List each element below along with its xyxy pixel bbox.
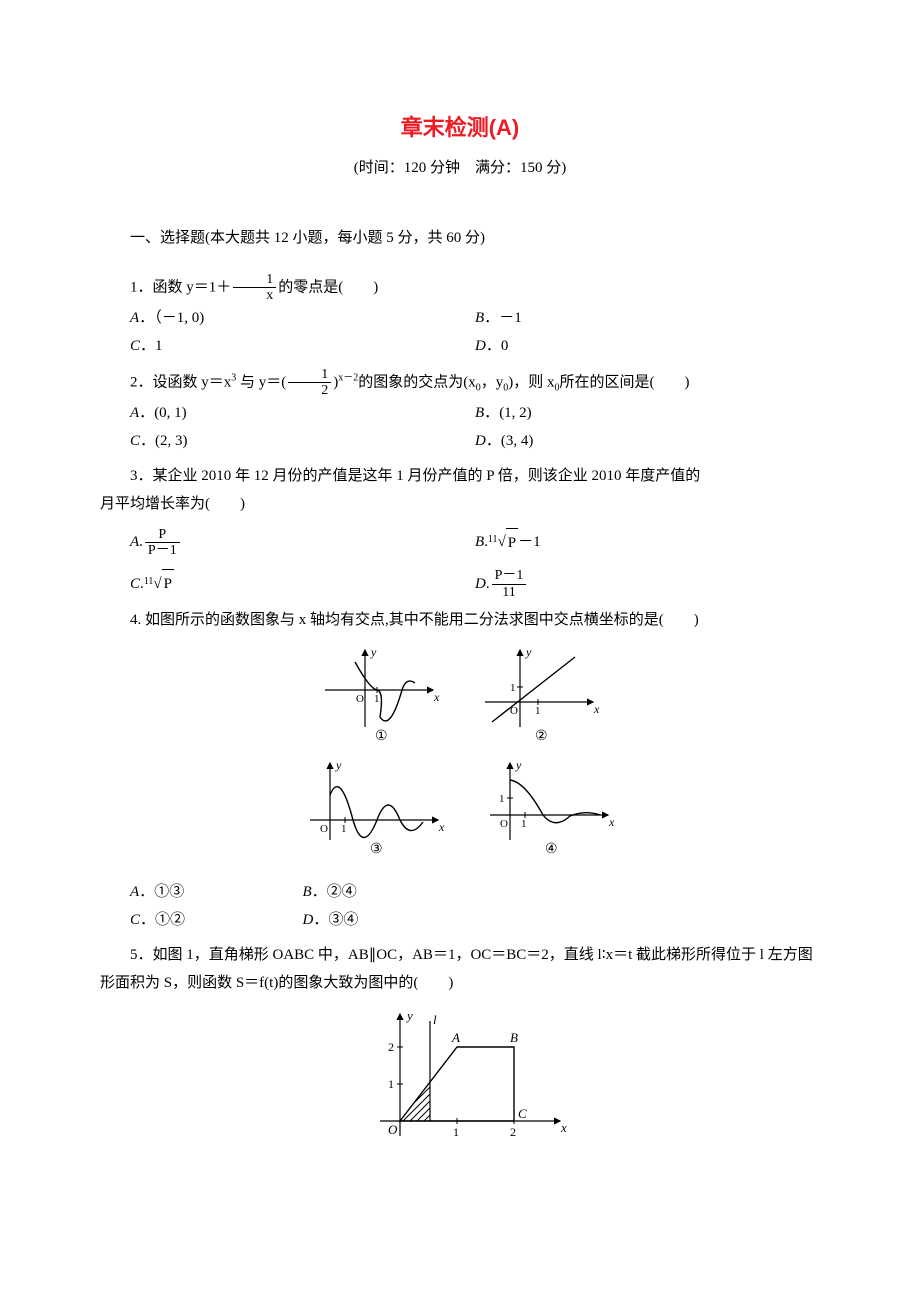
q2-opt-c: (2, 3) bbox=[155, 433, 188, 449]
q1-opt-a: （－1, 0) bbox=[154, 310, 204, 326]
section-heading: 一、选择题(本大题共 12 小题，每小题 5 分，共 60 分) bbox=[100, 225, 820, 252]
plot-3: x y O 1 ③ bbox=[305, 760, 445, 855]
svg-text:y: y bbox=[515, 760, 522, 772]
svg-text:l: l bbox=[433, 1012, 437, 1027]
svg-text:y: y bbox=[370, 647, 377, 659]
q1-fraction: 1x bbox=[233, 272, 276, 304]
svg-text:1: 1 bbox=[453, 1125, 459, 1139]
question-3: 3．某企业 2010 年 12 月份的产值是这年 1 月份产值的 P 倍，则该企… bbox=[100, 462, 820, 601]
svg-text:2: 2 bbox=[510, 1125, 516, 1139]
q1-text-post: 的零点是( ) bbox=[278, 279, 378, 295]
q2-opt-a: (0, 1) bbox=[154, 405, 187, 421]
opt-label-a: A bbox=[130, 310, 139, 326]
q2-opt-d: (3, 4) bbox=[501, 433, 534, 449]
svg-text:y: y bbox=[335, 760, 342, 772]
svg-text:O: O bbox=[500, 818, 508, 830]
trapezoid-plot: x y O 1 2 1 2 l A B C bbox=[350, 1006, 570, 1146]
svg-text:x: x bbox=[593, 702, 600, 716]
svg-text:④: ④ bbox=[545, 842, 558, 855]
q3-opt-d-frac: P－111 bbox=[492, 568, 527, 600]
svg-text:x: x bbox=[433, 690, 440, 704]
svg-text:y: y bbox=[405, 1008, 413, 1023]
q3-opt-a-frac: PP－1 bbox=[145, 527, 180, 559]
question-2: 2．设函数 y＝x3 与 y＝(12)x－2的图象的交点为(x0，y0)，则 x… bbox=[100, 367, 820, 456]
q4-opt-b: ②④ bbox=[327, 884, 357, 900]
q4-opt-d: ③④ bbox=[328, 912, 358, 928]
svg-text:1: 1 bbox=[341, 823, 347, 835]
plot-4: x y O 1 1 ④ bbox=[485, 760, 615, 855]
q4-opt-a: ①③ bbox=[154, 884, 184, 900]
svg-text:x: x bbox=[608, 815, 615, 829]
svg-text:②: ② bbox=[535, 729, 548, 742]
question-1: 1．函数 y＝1＋1x的零点是( ) A．（－1, 0) B．－1 C．1 D．… bbox=[100, 272, 820, 361]
opt-label-d: D bbox=[475, 338, 486, 354]
svg-text:①: ① bbox=[375, 729, 388, 742]
svg-text:y: y bbox=[525, 647, 532, 659]
svg-text:1: 1 bbox=[388, 1077, 394, 1091]
question-4: 4. 如图所示的函数图象与 x 轴均有交点,其中不能用二分法求图中交点横坐标的是… bbox=[100, 606, 820, 935]
q4-diagrams: x y O 1 ① x y O 1 1 ② bbox=[100, 643, 820, 870]
q2-opt-b: (1, 2) bbox=[499, 405, 532, 421]
q1-opt-b: －1 bbox=[499, 310, 522, 326]
svg-text:1: 1 bbox=[510, 682, 516, 694]
document-title: 章末检测(A) bbox=[100, 110, 820, 142]
plot-2: x y O 1 1 ② bbox=[480, 647, 600, 742]
svg-text:A: A bbox=[451, 1030, 460, 1045]
q2-fraction: 12 bbox=[288, 367, 331, 399]
opt-label-b: B bbox=[475, 310, 484, 326]
q5-diagram: x y O 1 2 1 2 l A B C bbox=[100, 1006, 820, 1157]
svg-text:O: O bbox=[356, 693, 364, 705]
svg-text:1: 1 bbox=[535, 705, 541, 717]
svg-text:1: 1 bbox=[521, 818, 527, 830]
svg-text:x: x bbox=[438, 820, 445, 834]
svg-text:1: 1 bbox=[374, 693, 380, 705]
svg-text:③: ③ bbox=[370, 842, 383, 855]
svg-text:C: C bbox=[518, 1106, 527, 1121]
document-subtitle: (时间：120 分钟 满分：150 分) bbox=[100, 156, 820, 177]
plot-1: x y O 1 ① bbox=[320, 647, 440, 742]
opt-label-c: C bbox=[130, 338, 140, 354]
q4-opt-c: ①② bbox=[155, 912, 185, 928]
q1-opt-d: 0 bbox=[501, 338, 509, 354]
question-5: 5．如图 1，直角梯形 OABC 中，AB∥OC，AB＝1，OC＝BC＝2，直线… bbox=[100, 941, 820, 1157]
svg-text:O: O bbox=[320, 823, 328, 835]
svg-text:x: x bbox=[560, 1120, 567, 1135]
svg-text:B: B bbox=[510, 1030, 518, 1045]
svg-text:2: 2 bbox=[388, 1040, 394, 1054]
q1-opt-c: 1 bbox=[155, 338, 163, 354]
q1-text-pre: 1．函数 y＝1＋ bbox=[130, 279, 231, 295]
svg-text:1: 1 bbox=[499, 793, 505, 805]
svg-text:O: O bbox=[388, 1122, 398, 1137]
